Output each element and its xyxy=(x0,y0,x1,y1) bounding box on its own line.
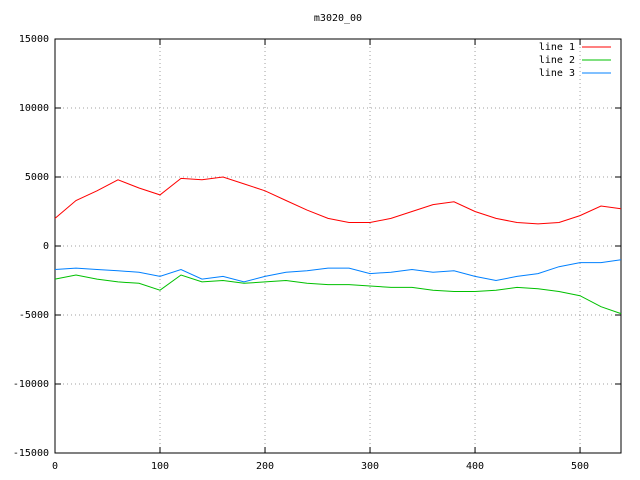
legend-label: line 2 xyxy=(539,55,575,66)
y-tick-label: -5000 xyxy=(19,310,49,321)
legend-label: line 1 xyxy=(539,42,575,53)
y-tick-label: 10000 xyxy=(19,103,49,114)
chart-title: m3020_00 xyxy=(314,13,362,24)
x-tick-label: 300 xyxy=(361,461,379,472)
x-tick-label: 400 xyxy=(466,461,484,472)
x-tick-label: 500 xyxy=(571,461,589,472)
x-tick-label: 200 xyxy=(256,461,274,472)
y-tick-label: 5000 xyxy=(25,172,49,183)
data-line xyxy=(54,176,622,225)
data-line xyxy=(54,274,622,315)
data-line xyxy=(54,259,622,283)
y-tick-label: 0 xyxy=(43,241,49,252)
legend-label: line 3 xyxy=(539,68,575,79)
y-tick-label: 15000 xyxy=(19,34,49,45)
plot-border xyxy=(54,38,622,454)
y-tick-label: -15000 xyxy=(13,448,49,459)
x-tick-label: 0 xyxy=(52,461,58,472)
x-tick-label: 100 xyxy=(151,461,169,472)
y-tick-label: -10000 xyxy=(13,379,49,390)
